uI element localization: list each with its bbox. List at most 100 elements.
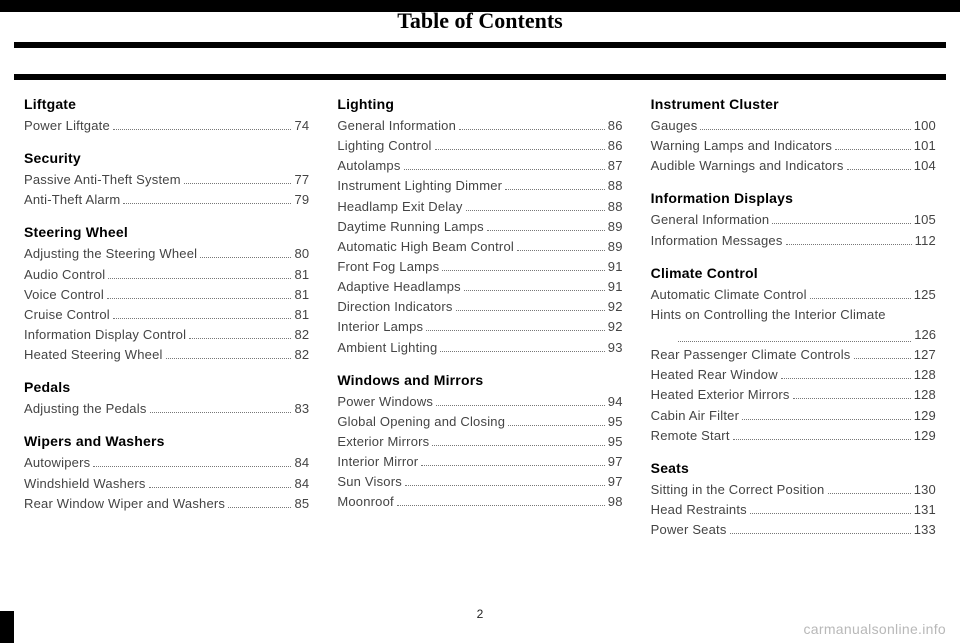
toc-entry: Heated Steering Wheel82 [24, 345, 309, 365]
toc-entry: General Information105 [651, 210, 936, 230]
entry-page: 105 [914, 210, 936, 230]
entry-label: Cruise Control [24, 305, 110, 325]
entry-page: 86 [608, 136, 623, 156]
toc-entry: Direction Indicators92 [337, 297, 622, 317]
entry-page: 128 [914, 365, 936, 385]
header-rule-bottom [14, 74, 946, 80]
entry-label: Front Fog Lamps [337, 257, 439, 277]
entry-label: Exterior Mirrors [337, 432, 429, 452]
entry-page: 87 [608, 156, 623, 176]
entry-label: Rear Passenger Climate Controls [651, 345, 851, 365]
entry-page: 100 [914, 116, 936, 136]
entry-label: Windshield Washers [24, 474, 146, 494]
toc-entry: Automatic Climate Control125 [651, 285, 936, 305]
entry-page: 91 [608, 257, 623, 277]
leader-dots [742, 419, 911, 420]
section-title: Instrument Cluster [651, 96, 936, 112]
toc-section: PedalsAdjusting the Pedals83 [24, 379, 309, 419]
leader-dots [700, 129, 910, 130]
toc-section: Seats Sitting in the Correct Position130H… [651, 460, 936, 540]
leader-dots [404, 169, 605, 170]
entry-page: 89 [608, 237, 623, 257]
toc-section: Instrument ClusterGauges100Warning Lamps… [651, 96, 936, 176]
toc-section: LightingGeneral Information86Lighting Co… [337, 96, 622, 358]
entry-label: Adjusting the Steering Wheel [24, 244, 197, 264]
toc-section: Wipers and WashersAutowipers84Windshield… [24, 433, 309, 513]
leader-dots [505, 189, 605, 190]
toc-entry: Passive Anti-Theft System77 [24, 170, 309, 190]
toc-entry: Heated Exterior Mirrors 128 [651, 385, 936, 405]
toc-entry: Information Display Control82 [24, 325, 309, 345]
entry-label: Headlamp Exit Delay [337, 197, 462, 217]
toc-entry: Rear Window Wiper and Washers85 [24, 494, 309, 514]
entry-label: Gauges [651, 116, 698, 136]
toc-entry: Power Windows94 [337, 392, 622, 412]
leader-dots [113, 318, 292, 319]
entry-label: Lighting Control [337, 136, 431, 156]
leader-dots [397, 505, 605, 506]
entry-page: 81 [294, 305, 309, 325]
leader-dots [772, 223, 910, 224]
entry-page: 92 [608, 317, 623, 337]
leader-dots [405, 485, 605, 486]
entry-page: 128 [914, 385, 936, 405]
entry-page: 82 [294, 345, 309, 365]
toc-section: Climate ControlAutomatic Climate Control… [651, 265, 936, 446]
toc-entry: Remote Start129 [651, 426, 936, 446]
entry-page: 131 [914, 500, 936, 520]
entry-page: 88 [608, 176, 623, 196]
entry-page: 93 [608, 338, 623, 358]
leader-dots [730, 533, 911, 534]
entry-page: 129 [914, 406, 936, 426]
toc-entry: General Information86 [337, 116, 622, 136]
leader-dots [678, 325, 912, 342]
leader-dots [189, 338, 291, 339]
leader-dots [517, 250, 605, 251]
toc-entry: Hints on Controlling the Interior Climat… [651, 305, 936, 325]
toc-entry: Front Fog Lamps 91 [337, 257, 622, 277]
entry-label: Audio Control [24, 265, 105, 285]
toc-entry: Head Restraints 131 [651, 500, 936, 520]
toc-entry: Moonroof98 [337, 492, 622, 512]
toc-entry: Exterior Mirrors95 [337, 432, 622, 452]
entry-page: 82 [294, 325, 309, 345]
watermark: carmanualsonline.info [804, 621, 947, 637]
leader-dots [113, 129, 292, 130]
leader-dots [166, 358, 292, 359]
leader-dots [436, 405, 605, 406]
toc-entry-continuation: 126 [651, 325, 936, 345]
toc-entry: Sitting in the Correct Position130 [651, 480, 936, 500]
leader-dots [200, 257, 291, 258]
leader-dots [228, 507, 291, 508]
toc-entry: Rear Passenger Climate Controls127 [651, 345, 936, 365]
leader-dots [456, 310, 605, 311]
toc-entry: Global Opening and Closing95 [337, 412, 622, 432]
entry-label: Head Restraints [651, 500, 747, 520]
entry-page: 85 [294, 494, 309, 514]
toc-entry: Windshield Washers 84 [24, 474, 309, 494]
entry-page: 84 [294, 474, 309, 494]
leader-dots [508, 425, 605, 426]
entry-page: 86 [608, 116, 623, 136]
entry-page: 101 [914, 136, 936, 156]
toc-entry: Voice Control81 [24, 285, 309, 305]
leader-dots [442, 270, 604, 271]
section-title: Pedals [24, 379, 309, 395]
toc-entry: Information Messages112 [651, 231, 936, 251]
leader-dots [847, 169, 911, 170]
section-title: Security [24, 150, 309, 166]
entry-page: 74 [294, 116, 309, 136]
entry-page: 95 [608, 412, 623, 432]
toc-entry: Power Liftgate74 [24, 116, 309, 136]
leader-dots [93, 466, 291, 467]
entry-label: Autolamps [337, 156, 400, 176]
toc-entry: Headlamp Exit Delay88 [337, 197, 622, 217]
entry-label: Moonroof [337, 492, 394, 512]
entry-label: Adaptive Headlamps [337, 277, 461, 297]
entry-page: 91 [608, 277, 623, 297]
section-title: Seats [651, 460, 936, 476]
entry-page: 77 [294, 170, 309, 190]
entry-page: 94 [608, 392, 623, 412]
entry-label: Power Seats [651, 520, 727, 540]
entry-label: Heated Exterior Mirrors [651, 385, 790, 405]
